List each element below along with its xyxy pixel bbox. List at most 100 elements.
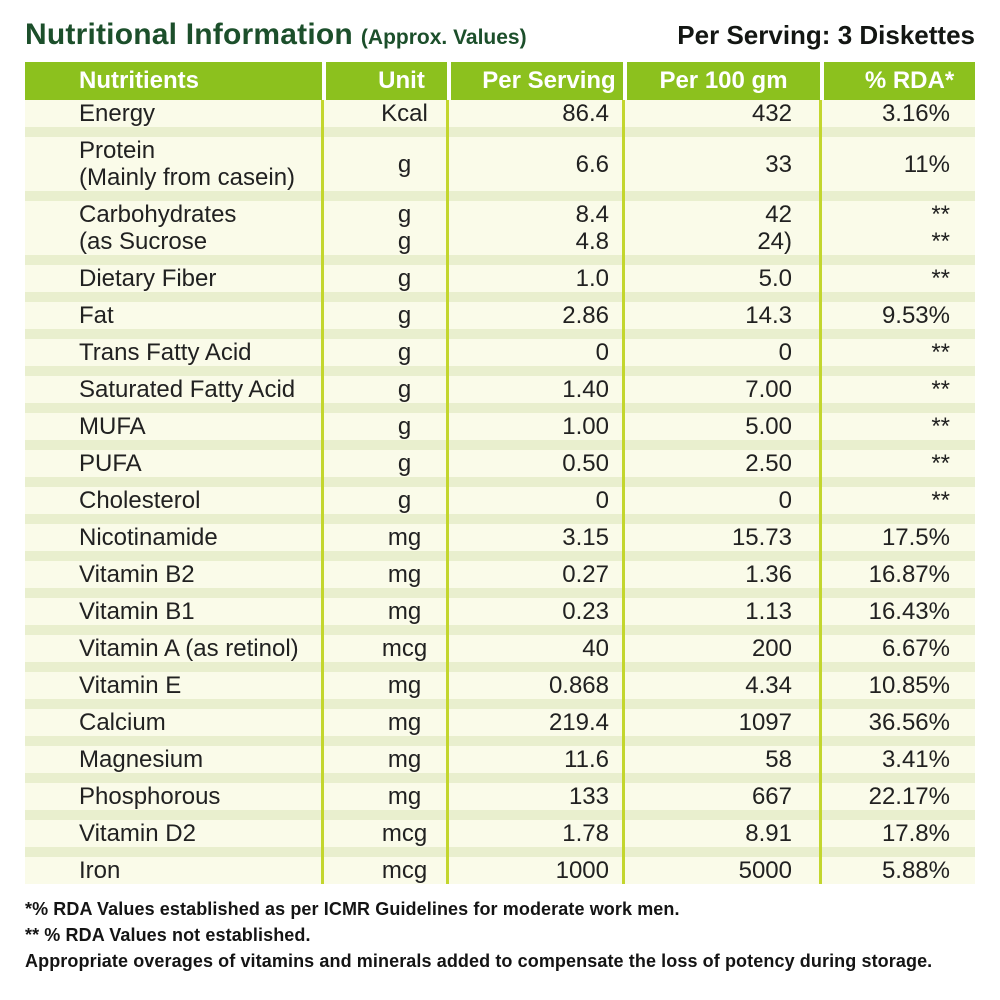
cell-text: **	[931, 376, 950, 403]
cell-text: 1.0	[575, 265, 609, 292]
footnote-overages: Appropriate overages of vitamins and min…	[25, 951, 933, 971]
table-body: Energy Kcal 86.4 432 3.16% Protein (Mainly fro…	[25, 100, 975, 884]
cell-text: 0	[778, 339, 792, 366]
cell-text: g	[397, 339, 412, 366]
table-row: Magnesium mg 11.6 58 3.41%	[25, 746, 975, 773]
cell-text: 16.87%	[868, 561, 950, 588]
cell-text: 14.3	[745, 302, 792, 329]
cell-text: Protein	[79, 137, 156, 164]
cell-name: Vitamin A (as retinol)	[25, 635, 322, 662]
cell-text: 36.56%	[868, 709, 950, 736]
cell-name: Cholesterol	[25, 487, 322, 514]
cell-text: 3.15	[562, 524, 609, 551]
table-row: Calcium mg 219.4 1097 36.56%	[25, 709, 975, 736]
cell-text: 16.43%	[868, 598, 950, 625]
cell-rda: 6.67%	[820, 635, 975, 662]
cell-unit: mg	[322, 561, 447, 588]
cell-unit: mg	[322, 524, 447, 551]
cell-text: **	[931, 413, 950, 440]
cell-per-100gm: 0	[623, 339, 820, 366]
cell-text: mg	[387, 783, 422, 810]
cell-text: PUFA	[79, 450, 142, 477]
cell-text: Vitamin E	[79, 672, 182, 699]
cell-text: 2.50	[745, 450, 792, 477]
cell-text: (as Sucrose	[79, 228, 208, 255]
cell-name: Fat	[25, 302, 322, 329]
cell-text: 5.0	[758, 265, 792, 292]
footnote-rda-not-established: ** % RDA Values not established.	[25, 925, 311, 945]
table-row: Vitamin B2 mg 0.27 1.36 16.87%	[25, 561, 975, 588]
cell-text: 1.13	[745, 598, 792, 625]
cell-text: **	[931, 228, 950, 255]
cell-per-serving: 0.50	[447, 450, 623, 477]
cell-per-100gm: 5000	[623, 857, 820, 884]
cell-per-serving: 1.78	[447, 820, 623, 847]
table-row: Trans Fatty Acid g 0 0 **	[25, 339, 975, 366]
table-row: Protein (Mainly from casein) g 6.6 33 11%	[25, 137, 975, 191]
cell-text: g	[397, 487, 412, 514]
cell-text: 2.86	[562, 302, 609, 329]
cell-text: **	[931, 339, 950, 366]
cell-per-serving: 1.40	[447, 376, 623, 403]
cell-text: g	[397, 150, 412, 178]
cell-unit: mcg	[322, 635, 447, 662]
cell-unit: mg	[322, 746, 447, 773]
footnote-rda-established: *% RDA Values established as per ICMR Gu…	[25, 899, 680, 919]
cell-text: 1000	[555, 857, 609, 884]
cell-unit: g	[322, 339, 447, 366]
cell-unit: g	[322, 487, 447, 514]
cell-name: Carbohydrates (as Sucrose	[25, 201, 322, 255]
cell-text: 0.868	[548, 672, 609, 699]
cell-name: Vitamin B2	[25, 561, 322, 588]
cell-text: 0	[595, 487, 609, 514]
cell-name: Magnesium	[25, 746, 322, 773]
cell-text: 219.4	[548, 709, 609, 736]
cell-text: g	[397, 201, 412, 228]
cell-unit: mg	[322, 709, 447, 736]
cell-name: Nicotinamide	[25, 524, 322, 551]
cell-per-serving: 40	[447, 635, 623, 662]
cell-rda: 3.16%	[820, 100, 975, 127]
cell-text: 0.27	[562, 561, 609, 588]
cell-text: 6.6	[575, 150, 609, 178]
cell-text: **	[931, 201, 950, 228]
cell-text: Phosphorous	[79, 783, 221, 810]
cell-name: Energy	[25, 100, 322, 127]
table-row: Carbohydrates (as Sucrose g g 8.4 4.8 42 24) ** *…	[25, 201, 975, 255]
cell-name: MUFA	[25, 413, 322, 440]
cell-text: 42	[765, 201, 792, 228]
column-divider	[818, 100, 822, 884]
page-title: Nutritional Information (Approx. Values)	[25, 18, 527, 52]
cell-text: 133	[568, 783, 609, 810]
nutrition-label: Nutritional Information (Approx. Values)…	[25, 18, 975, 971]
cell-text: mg	[387, 598, 422, 625]
cell-text: 86.4	[562, 100, 609, 127]
table-row: Energy Kcal 86.4 432 3.16%	[25, 100, 975, 127]
cell-text: 1.00	[562, 413, 609, 440]
cell-rda: **	[820, 450, 975, 477]
cell-unit: g	[322, 413, 447, 440]
cell-text: 58	[765, 746, 792, 773]
cell-per-100gm: 4.34	[623, 672, 820, 699]
cell-per-serving: 11.6	[447, 746, 623, 773]
cell-text: 9.53%	[881, 302, 950, 329]
cell-text: 8.4	[575, 201, 609, 228]
cell-text: Energy	[79, 100, 156, 127]
cell-per-100gm: 1097	[623, 709, 820, 736]
cell-text: MUFA	[79, 413, 146, 440]
cell-per-serving: 0.27	[447, 561, 623, 588]
cell-text: Vitamin A (as retinol)	[79, 635, 299, 662]
cell-text: 0	[778, 487, 792, 514]
cell-text: 5000	[738, 857, 792, 884]
cell-name: Calcium	[25, 709, 322, 736]
cell-rda: **	[820, 487, 975, 514]
cell-per-100gm: 33	[623, 137, 820, 191]
table-row: Phosphorous mg 133 667 22.17%	[25, 783, 975, 810]
cell-text: 0	[595, 339, 609, 366]
cell-text: 1097	[738, 709, 792, 736]
cell-per-100gm: 15.73	[623, 524, 820, 551]
cell-text: 200	[751, 635, 792, 662]
cell-text: g	[397, 302, 412, 329]
header-rda: % RDA*	[820, 62, 975, 100]
